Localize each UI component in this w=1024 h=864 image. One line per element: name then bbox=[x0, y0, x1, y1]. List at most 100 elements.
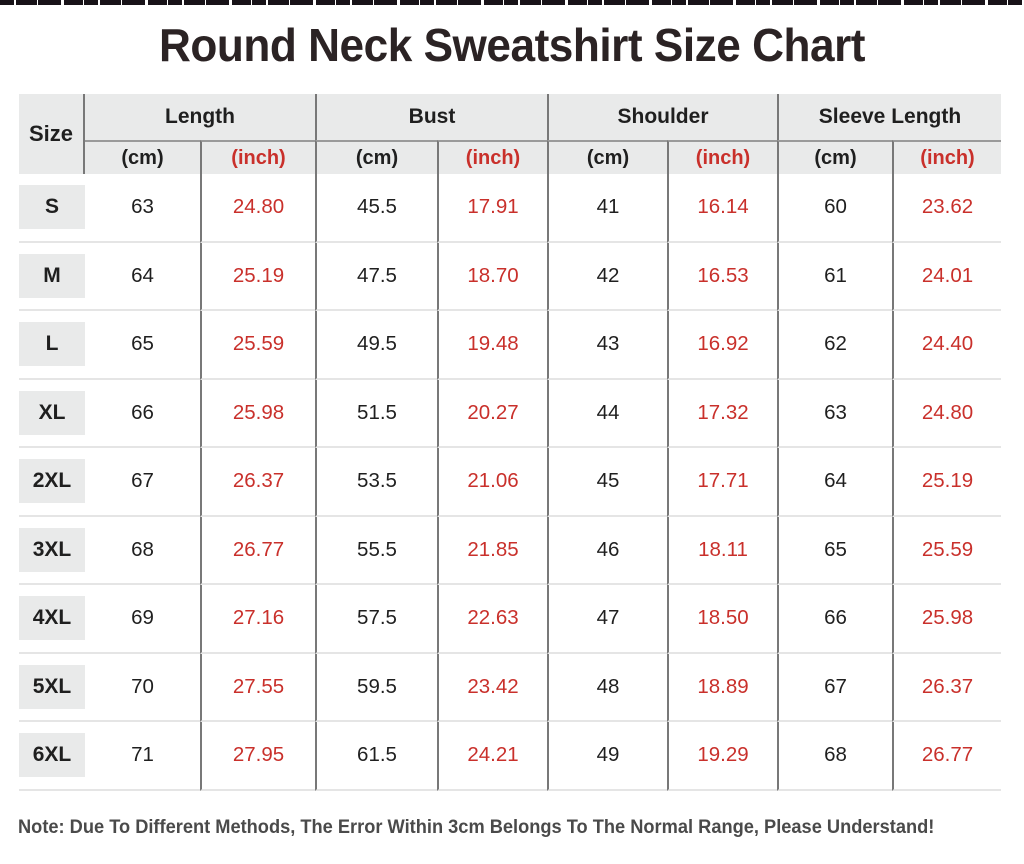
col-group-shoulder: Shoulder bbox=[547, 94, 777, 140]
table-cell: 42 bbox=[547, 242, 667, 311]
col-group-bust: Bust bbox=[315, 94, 547, 140]
table-row-size-cell: L bbox=[19, 311, 85, 380]
table-cell: 60 bbox=[777, 174, 892, 243]
table-cell: 27.16 bbox=[200, 585, 315, 654]
table-cell: 47.5 bbox=[315, 242, 437, 311]
table-cell: 57.5 bbox=[315, 585, 437, 654]
table-cell: 67 bbox=[85, 448, 200, 517]
table-cell: 61.5 bbox=[315, 722, 437, 791]
table-row-size-cell: 4XL bbox=[19, 585, 85, 654]
col-header-sleeve-cm: (cm) bbox=[777, 140, 892, 174]
table-cell: 19.29 bbox=[667, 722, 777, 791]
table-cell: 25.59 bbox=[892, 516, 1001, 585]
table-cell: 16.14 bbox=[667, 174, 777, 243]
size-row-label: 3XL bbox=[19, 527, 85, 572]
table-cell: 19.48 bbox=[437, 311, 547, 380]
table-cell: 22.63 bbox=[437, 585, 547, 654]
size-row-label: M bbox=[19, 253, 85, 298]
table-cell: 18.70 bbox=[437, 242, 547, 311]
col-header-bust-inch: (inch) bbox=[437, 140, 547, 174]
col-header-length-cm: (cm) bbox=[85, 140, 200, 174]
table-cell: 66 bbox=[777, 585, 892, 654]
table-cell: 63 bbox=[777, 379, 892, 448]
table-cell: 25.19 bbox=[892, 448, 1001, 517]
table-cell: 24.01 bbox=[892, 242, 1001, 311]
table-cell: 45 bbox=[547, 448, 667, 517]
table-cell: 41 bbox=[547, 174, 667, 243]
page-title: Round Neck Sweatshirt Size Chart bbox=[158, 19, 866, 71]
table-cell: 18.50 bbox=[667, 585, 777, 654]
table-cell: 23.42 bbox=[437, 653, 547, 722]
cropped-text-strip bbox=[0, 0, 1024, 5]
col-header-shoulder-inch: (inch) bbox=[667, 140, 777, 174]
col-header-shoulder-cm: (cm) bbox=[547, 140, 667, 174]
table-cell: 17.71 bbox=[667, 448, 777, 517]
table-cell: 27.95 bbox=[200, 722, 315, 791]
table-cell: 67 bbox=[777, 653, 892, 722]
table-cell: 64 bbox=[85, 243, 200, 311]
table-cell: 27.55 bbox=[200, 653, 315, 722]
table-cell: 59.5 bbox=[315, 653, 437, 722]
size-row-label: 4XL bbox=[19, 596, 85, 641]
table-cell: 68 bbox=[85, 517, 200, 585]
col-header-sleeve-inch: (inch) bbox=[892, 140, 1001, 174]
table-cell: 43 bbox=[547, 311, 667, 380]
table-cell: 26.37 bbox=[200, 448, 315, 517]
size-row-label: 6XL bbox=[19, 733, 85, 778]
table-cell: 26.77 bbox=[200, 516, 315, 585]
table-cell: 55.5 bbox=[315, 516, 437, 585]
table-cell: 18.89 bbox=[667, 653, 777, 722]
table-cell: 49.5 bbox=[315, 311, 437, 380]
table-row-size-cell: 2XL bbox=[19, 448, 85, 517]
table-cell: 71 bbox=[85, 722, 200, 791]
table-cell: 17.91 bbox=[437, 174, 547, 243]
table-cell: 26.37 bbox=[892, 653, 1001, 722]
size-row-label: 5XL bbox=[19, 664, 85, 709]
size-row-label: S bbox=[19, 185, 85, 230]
table-row-size-cell: M bbox=[19, 243, 85, 311]
size-row-label: XL bbox=[19, 390, 85, 435]
table-cell: 21.85 bbox=[437, 516, 547, 585]
table-row-size-cell: 3XL bbox=[19, 517, 85, 585]
table-cell: 63 bbox=[85, 174, 200, 243]
table-cell: 26.77 bbox=[892, 722, 1001, 791]
table-cell: 45.5 bbox=[315, 174, 437, 243]
table-cell: 18.11 bbox=[667, 516, 777, 585]
table-cell: 48 bbox=[547, 653, 667, 722]
table-cell: 24.21 bbox=[437, 722, 547, 791]
table-cell: 24.80 bbox=[200, 174, 315, 243]
table-row-size-cell: 5XL bbox=[19, 654, 85, 722]
table-cell: 24.80 bbox=[892, 379, 1001, 448]
table-cell: 20.27 bbox=[437, 379, 547, 448]
col-header-length-inch: (inch) bbox=[200, 140, 315, 174]
measurement-note: Note: Due To Different Methods, The Erro… bbox=[18, 817, 935, 838]
table-cell: 64 bbox=[777, 448, 892, 517]
table-cell: 46 bbox=[547, 516, 667, 585]
table-cell: 25.98 bbox=[200, 379, 315, 448]
table-cell: 25.19 bbox=[200, 242, 315, 311]
table-cell: 21.06 bbox=[437, 448, 547, 517]
col-group-length: Length bbox=[85, 94, 315, 140]
table-cell: 66 bbox=[85, 380, 200, 448]
table-cell: 53.5 bbox=[315, 448, 437, 517]
table-row-size-cell: XL bbox=[19, 380, 85, 448]
table-cell: 49 bbox=[547, 722, 667, 791]
table-cell: 17.32 bbox=[667, 379, 777, 448]
table-cell: 47 bbox=[547, 585, 667, 654]
table-cell: 69 bbox=[85, 585, 200, 654]
size-row-label: 2XL bbox=[19, 459, 85, 504]
table-cell: 25.98 bbox=[892, 585, 1001, 654]
size-row-label: L bbox=[19, 322, 85, 367]
table-row-size-cell: S bbox=[19, 174, 85, 243]
table-cell: 25.59 bbox=[200, 311, 315, 380]
table-cell: 23.62 bbox=[892, 174, 1001, 243]
size-chart-table: Size Length Bust Shoulder Sleeve Length … bbox=[19, 94, 1001, 791]
table-cell: 65 bbox=[85, 311, 200, 380]
table-cell: 62 bbox=[777, 311, 892, 380]
table-cell: 24.40 bbox=[892, 311, 1001, 380]
col-header-size: Size bbox=[19, 94, 85, 174]
table-cell: 16.53 bbox=[667, 242, 777, 311]
col-group-sleeve-length: Sleeve Length bbox=[777, 94, 1001, 140]
table-row-size-cell: 6XL bbox=[19, 722, 85, 791]
table-cell: 16.92 bbox=[667, 311, 777, 380]
